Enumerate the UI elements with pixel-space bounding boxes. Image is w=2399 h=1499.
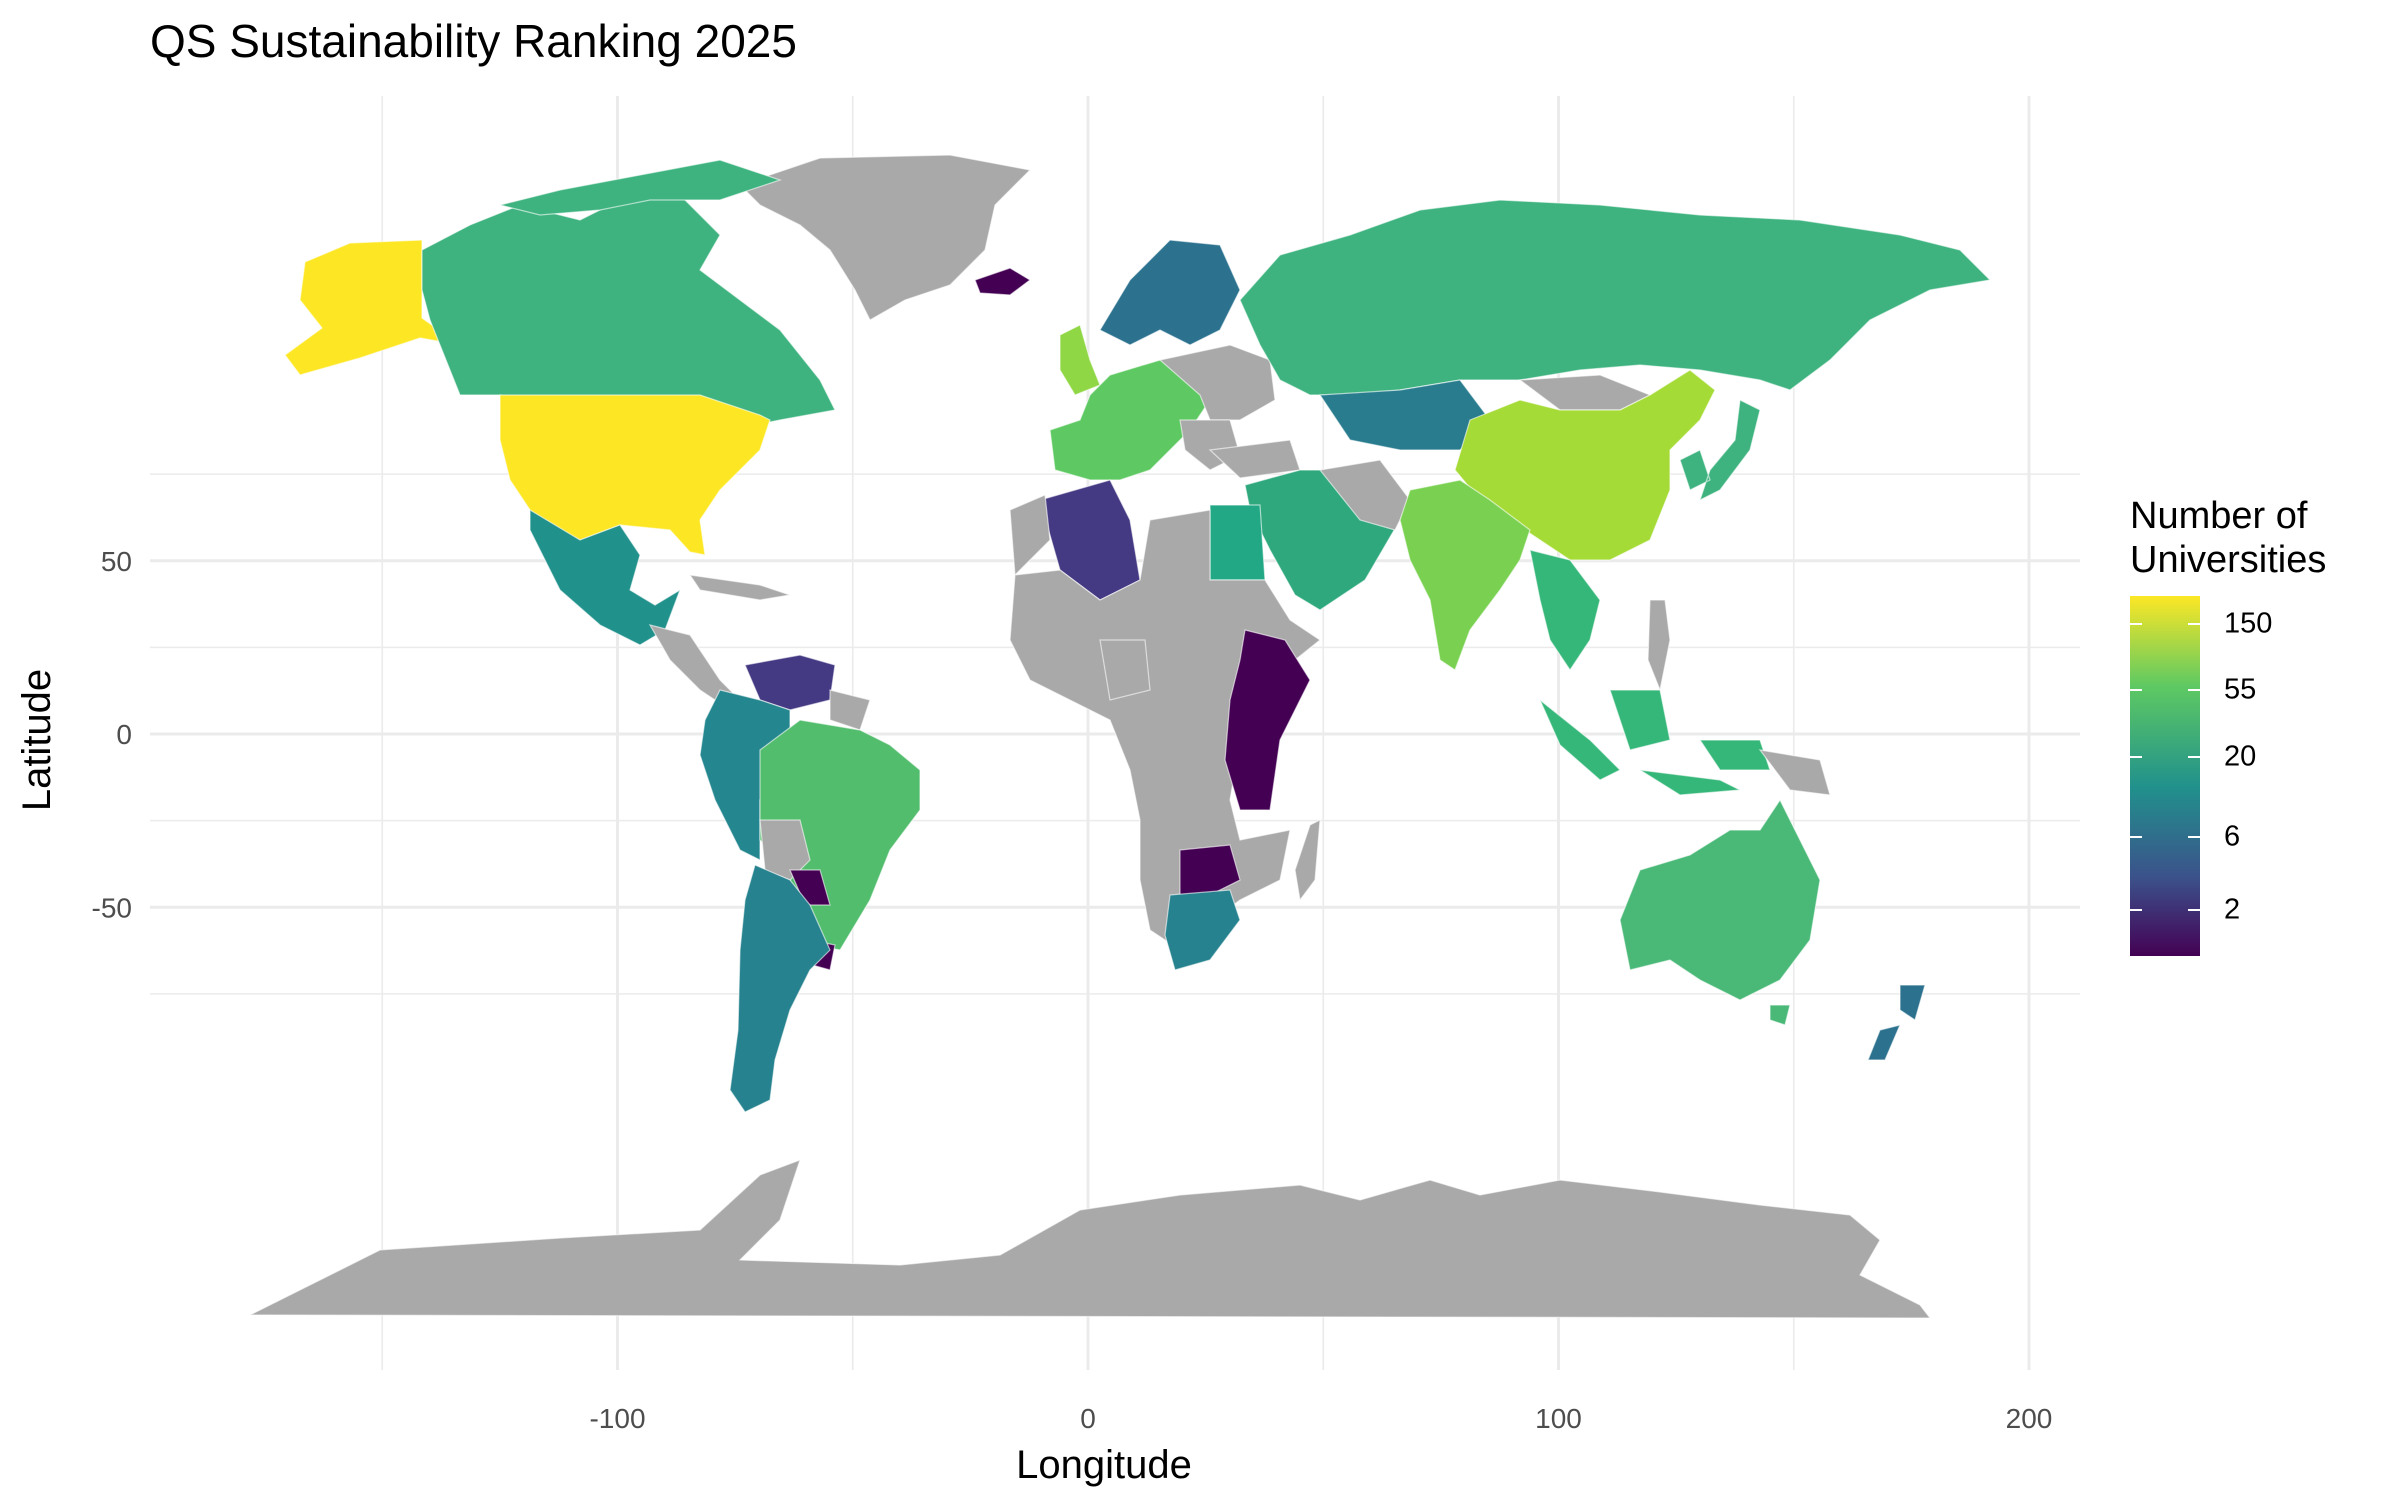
legend-tick-mark: [2188, 689, 2200, 692]
region-africa-other: [1009, 509, 1322, 951]
legend-tick-mark: [2130, 622, 2142, 625]
legend-tick-mark: [2130, 909, 2142, 912]
legend-break-label: 55: [2224, 673, 2257, 706]
legend-tick-mark: [2188, 909, 2200, 912]
region-zimbabwe: [1179, 844, 1241, 901]
region-iceland: [974, 267, 1032, 296]
region-tasmania: [1769, 1004, 1791, 1026]
page-title: QS Sustainability Ranking 2025: [150, 15, 797, 67]
y-tick-label: 0: [116, 719, 132, 750]
country-shapes: [249, 154, 1992, 1319]
region-morocco: [1009, 494, 1051, 577]
region-andes-north: [699, 689, 791, 861]
legend-tick-mark: [2188, 756, 2200, 759]
region-nigeria: [1099, 639, 1151, 701]
legend-tick-mark: [2130, 689, 2142, 692]
legend-title-line2: Universities: [2130, 539, 2327, 581]
region-australia: [1619, 798, 1821, 1001]
region-united-states: [499, 394, 771, 556]
legend-tick-mark: [2130, 756, 2142, 759]
legend-break-label: 20: [2224, 740, 2257, 773]
region-caribbean: [688, 574, 791, 601]
x-tick-label: -100: [589, 1403, 645, 1434]
legend-tick-mark: [2188, 622, 2200, 625]
region-mexico: [529, 508, 682, 646]
legend-tick-mark: [2130, 836, 2142, 839]
region-papua: [1758, 749, 1831, 796]
region-canada: [421, 194, 836, 441]
region-alaska: [284, 239, 461, 376]
legend: Number of Universities 150 55 20 6 2: [2130, 494, 2326, 956]
legend-colorbar: [2130, 596, 2200, 956]
region-madagascar: [1294, 818, 1321, 902]
region-united-kingdom: [1059, 324, 1101, 396]
region-new-zealand: [1867, 984, 1926, 1061]
legend-break-label: 2: [2224, 893, 2241, 926]
axes: -100 0 100 200 -50 0 50: [92, 546, 2053, 1434]
y-tick-label: -50: [92, 892, 132, 923]
x-tick-label: 200: [2006, 1403, 2053, 1434]
legend-colorbar-area: 150 55 20 6 2: [2130, 596, 2326, 956]
legend-break-label: 6: [2224, 820, 2241, 853]
region-canada-islands: [499, 159, 782, 216]
region-southeast-asia-mainland: [1529, 549, 1601, 672]
legend-break-label: 150: [2224, 607, 2273, 640]
y-tick-label: 50: [101, 546, 132, 577]
region-guianas: [829, 689, 871, 731]
region-japan-korea: [1679, 399, 1761, 502]
region-eastern-europe: [1158, 344, 1276, 421]
region-east-africa: [1224, 629, 1311, 811]
y-axis-title: Latitude: [15, 669, 59, 811]
x-tick-label: 0: [1080, 1403, 1096, 1434]
region-philippines: [1647, 599, 1671, 693]
region-egypt: [1209, 504, 1266, 581]
legend-tick-mark: [2188, 836, 2200, 839]
region-antarctica: [249, 1158, 1932, 1319]
region-indonesia: [1539, 689, 1771, 796]
region-greenland: [738, 154, 1032, 321]
region-nordics: [1099, 239, 1241, 346]
region-russia: [1239, 199, 1992, 396]
region-south-africa: [1164, 889, 1241, 971]
region-india: [1399, 479, 1531, 671]
x-axis-title: Longitude: [1016, 1443, 1192, 1487]
region-argentina-chile: [729, 864, 831, 1113]
region-western-europe: [1049, 359, 1211, 481]
legend-title-line1: Number of: [2130, 495, 2308, 537]
x-tick-label: 100: [1535, 1403, 1582, 1434]
